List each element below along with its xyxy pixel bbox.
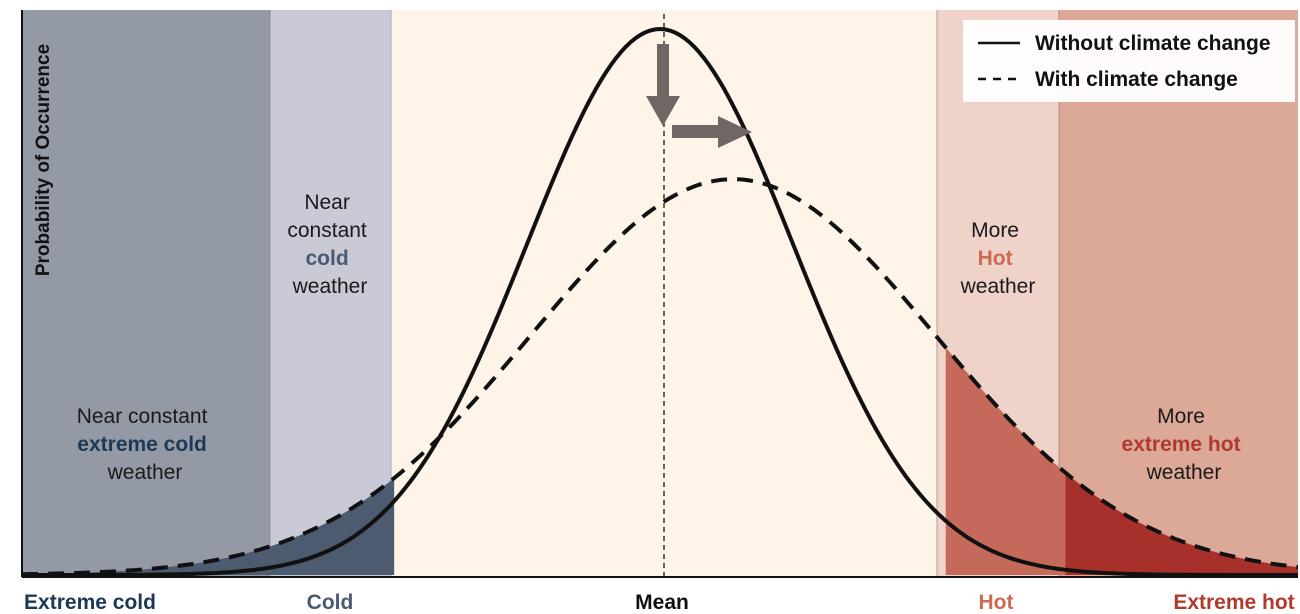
x-label-hot: Hot (979, 591, 1014, 614)
zone-cold (270, 10, 391, 577)
curve-without-climate-change (22, 26, 1298, 577)
extreme-cold-zone-label: Near constant extreme cold weather (77, 405, 214, 484)
legend-without-label: Without climate change (1035, 32, 1271, 55)
cold-tail-fill (261, 478, 395, 575)
x-label-extreme-hot: Extreme hot (1173, 591, 1294, 614)
zone-extreme-hot (1059, 10, 1298, 577)
legend: Without climate change With climate chan… (963, 20, 1295, 102)
zone-extreme-cold (22, 10, 270, 577)
hot-tail-fill (945, 347, 1066, 575)
y-axis-label: Probability of Occurrence (33, 44, 54, 276)
arrow-right-icon (672, 116, 752, 148)
curve-with-climate-change (21, 177, 1299, 577)
hot-zone-label: More Hot weather (960, 219, 1036, 298)
x-label-mean: Mean (635, 591, 689, 614)
extreme-cold-tail-fill (22, 549, 262, 575)
legend-box (963, 20, 1295, 102)
legend-with-label: With climate change (1035, 68, 1238, 91)
extreme-hot-tail-fill (1065, 472, 1298, 575)
arrow-down-icon (646, 44, 680, 126)
extreme-hot-zone-label: More extreme hot weather (1122, 405, 1247, 484)
cold-zone-label: Near constant cold weather (287, 191, 372, 298)
x-label-extreme-cold: Extreme cold (24, 591, 156, 614)
x-label-cold: Cold (307, 591, 354, 614)
